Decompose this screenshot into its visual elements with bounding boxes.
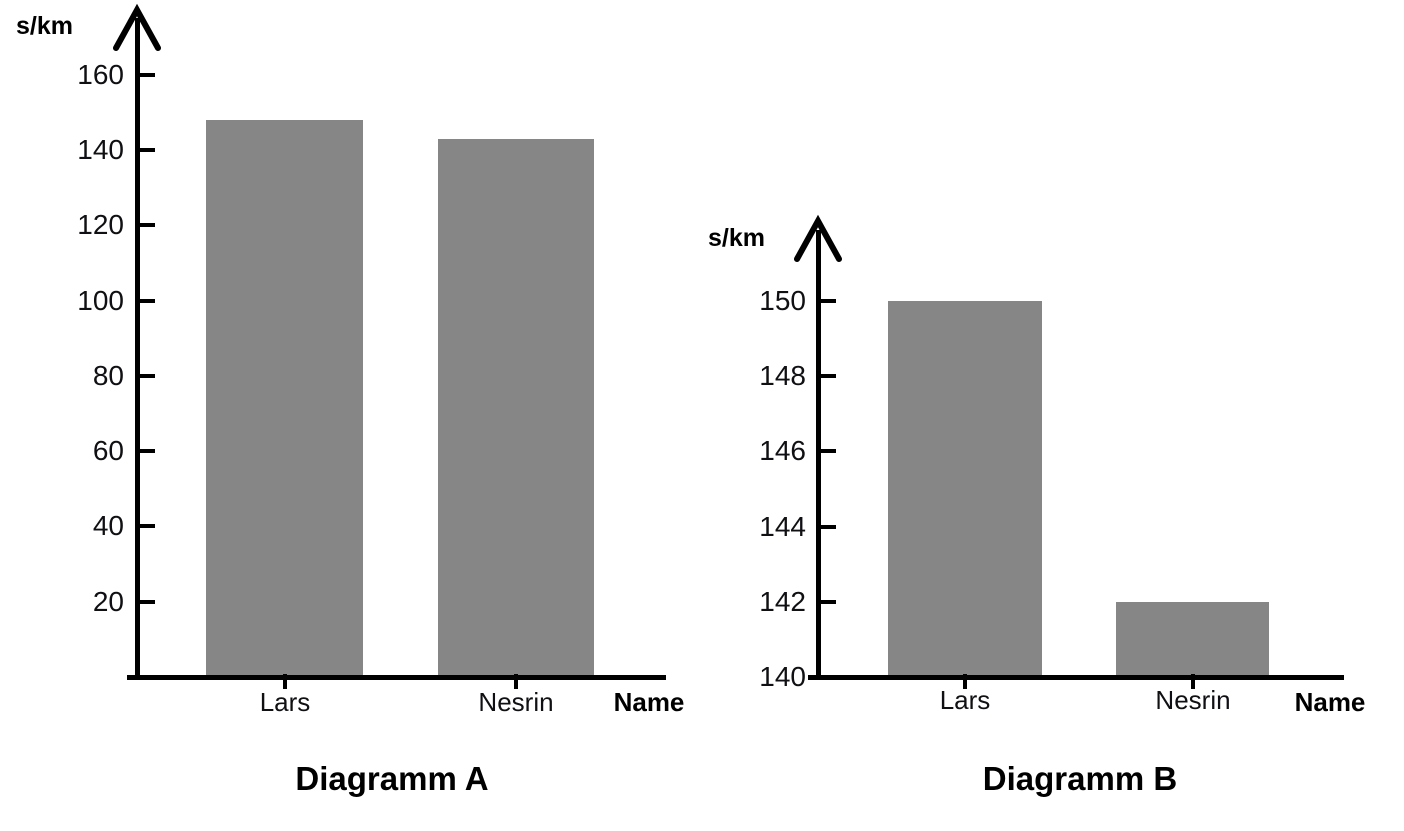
y-tick-label: 140: [759, 661, 806, 692]
y-tick-label: 144: [759, 511, 806, 542]
y-axis-unit-label: s/km: [708, 224, 765, 252]
y-axis-arrow-icon: [113, 3, 161, 51]
y-tick-label: 100: [77, 285, 124, 316]
y-tick: [137, 73, 155, 77]
y-tick: [137, 374, 155, 378]
y-tick-label: 60: [92, 435, 124, 466]
y-tick: [818, 299, 836, 303]
bar-lars: [888, 301, 1042, 677]
x-tick: [283, 674, 287, 689]
y-axis-arrow-icon: [794, 214, 842, 262]
bar-lars: [206, 120, 363, 677]
x-axis-line: [808, 675, 1344, 680]
x-axis-line: [127, 675, 666, 680]
x-axis-label: Name: [1294, 687, 1366, 717]
y-tick-label: 142: [759, 586, 806, 617]
y-tick: [818, 600, 836, 604]
y-tick: [137, 148, 155, 152]
bar-nesrin: [438, 139, 594, 677]
chart-title: Diagramm B: [982, 760, 1178, 797]
y-tick-label: 148: [759, 360, 806, 391]
y-axis-line: [816, 230, 821, 679]
y-tick: [818, 374, 836, 378]
y-tick-label: 160: [77, 59, 124, 90]
bar-nesrin: [1116, 602, 1269, 677]
y-tick-label: 146: [759, 435, 806, 466]
category-label: Nesrin: [478, 687, 554, 717]
y-tick: [137, 223, 155, 227]
y-tick-label: 20: [92, 586, 124, 617]
x-axis-label: Name: [613, 687, 685, 717]
y-tick: [137, 299, 155, 303]
y-tick-label: 40: [92, 510, 124, 541]
y-tick: [137, 524, 155, 528]
x-tick: [1191, 674, 1195, 689]
y-tick: [137, 600, 155, 604]
y-axis-line: [135, 18, 140, 679]
y-tick: [818, 449, 836, 453]
y-tick-label: 80: [92, 360, 124, 391]
y-tick: [818, 525, 836, 529]
y-axis-unit-label: s/km: [16, 12, 73, 40]
y-tick: [137, 449, 155, 453]
x-tick: [963, 674, 967, 689]
y-tick-label: 150: [759, 285, 806, 316]
category-label: Lars: [939, 685, 991, 715]
category-label: Nesrin: [1155, 685, 1231, 715]
y-tick-label: 120: [77, 209, 124, 240]
chart-title: Diagramm A: [295, 760, 489, 797]
y-tick-label: 140: [77, 134, 124, 165]
x-tick: [514, 674, 518, 689]
category-label: Lars: [259, 687, 311, 717]
